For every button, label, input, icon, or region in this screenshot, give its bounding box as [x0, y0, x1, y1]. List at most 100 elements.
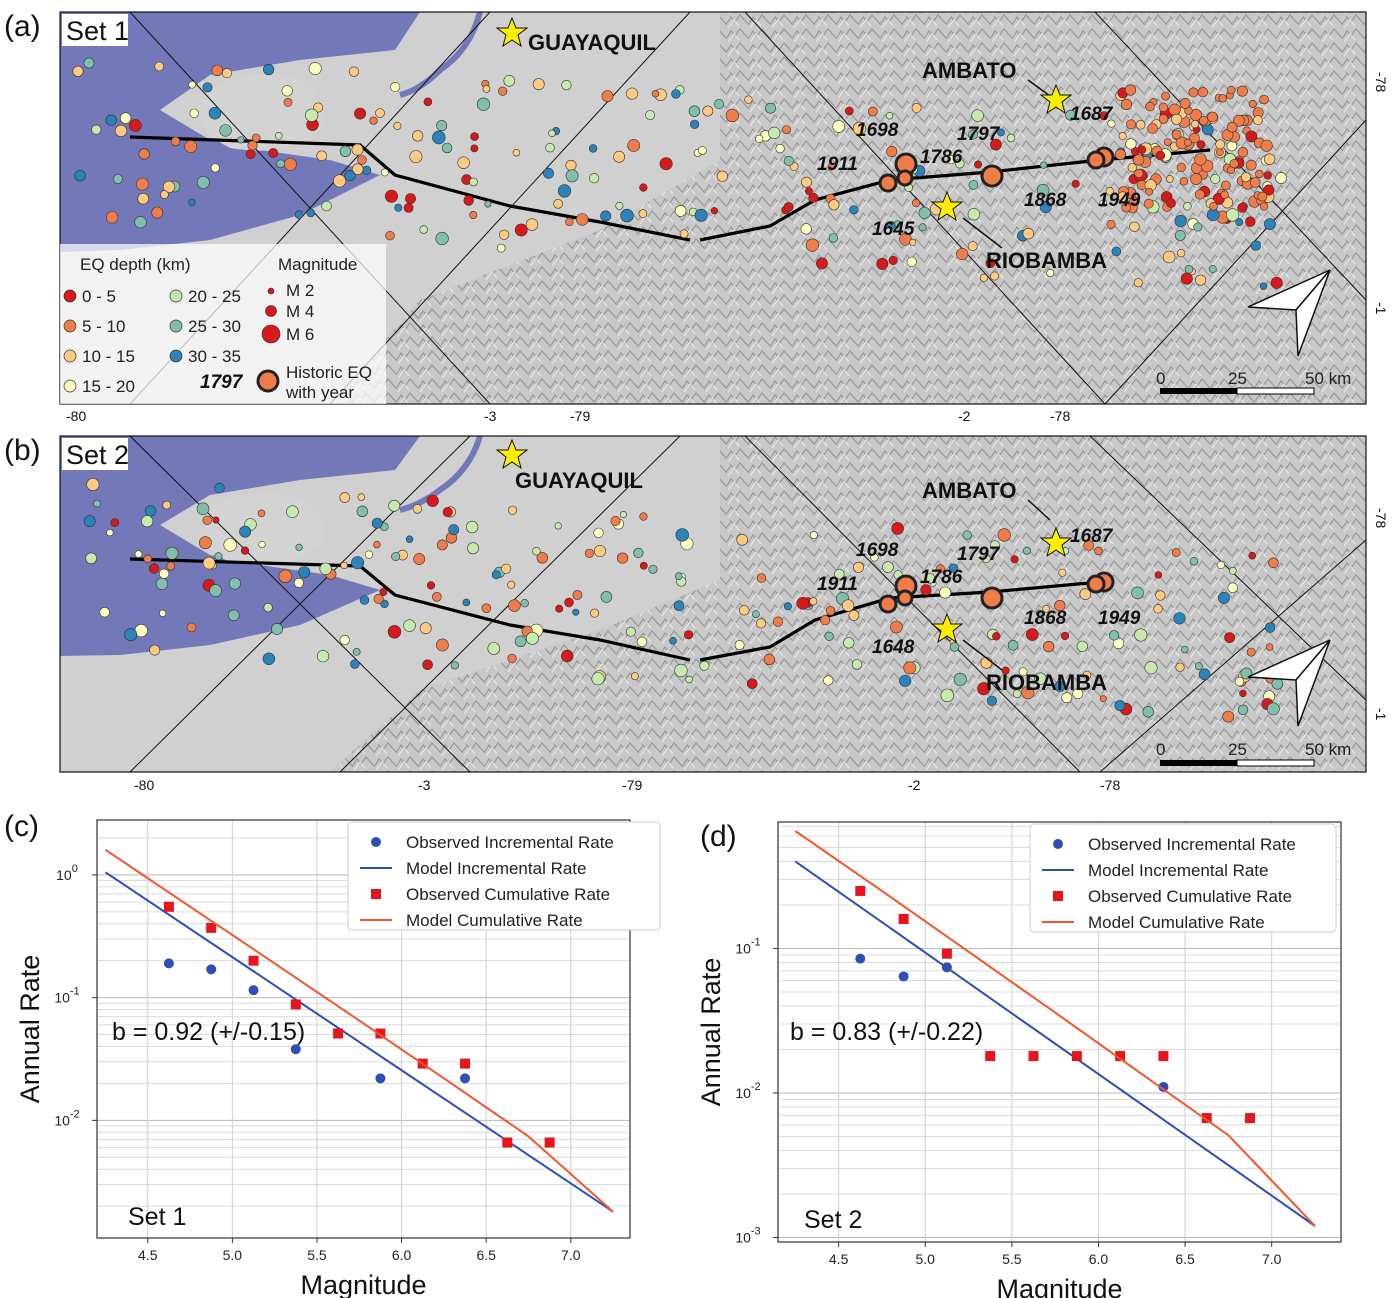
data-point-circle: [375, 1073, 386, 1084]
earthquake-marker: [828, 199, 840, 211]
svg-text:1949: 1949: [1098, 190, 1141, 211]
svg-text:-79: -79: [622, 777, 642, 793]
earthquake-marker: [1263, 153, 1276, 165]
earthquake-marker: [645, 110, 655, 120]
map-a-legend: EQ depth (km) Magnitude 0 - 5 5 - 10 10 - …: [60, 244, 386, 404]
legend-depth-label: 0 - 5: [82, 287, 116, 306]
earthquake-marker: [685, 675, 693, 684]
earthquake-marker: [1071, 179, 1080, 188]
x-tick-label: 6.5: [476, 1247, 496, 1263]
earthquake-marker: [362, 165, 372, 175]
earthquake-marker: [1108, 630, 1120, 641]
chart-legend: [347, 821, 661, 931]
earthquake-marker: [1043, 640, 1055, 653]
earthquake-marker: [1226, 121, 1238, 133]
earthquake-marker: [1184, 264, 1194, 274]
earthquake-marker: [1224, 632, 1235, 643]
earthquake-marker: [990, 540, 1000, 550]
earthquake-marker: [532, 546, 541, 556]
earthquake-marker: [128, 119, 142, 132]
svg-text:M 2: M 2: [286, 281, 314, 300]
earthquake-marker: [1275, 172, 1287, 184]
earthquake-marker: [852, 121, 867, 136]
earthquake-marker: [403, 619, 416, 632]
earthquake-marker: [214, 482, 225, 494]
earthquake-marker: [1235, 218, 1244, 227]
x-tick-label: 6.0: [1089, 1251, 1109, 1267]
earthquake-marker: [375, 108, 385, 118]
earthquake-marker: [1155, 590, 1166, 601]
earthquake-marker: [219, 124, 232, 137]
earthquake-marker: [935, 564, 945, 574]
earthquake-marker: [143, 554, 152, 563]
earthquake-marker: [431, 591, 442, 602]
earthquake-marker: [1155, 150, 1166, 161]
earthquake-marker: [1082, 670, 1092, 680]
earthquake-marker: [162, 500, 171, 510]
earthquake-marker: [1208, 265, 1217, 273]
svg-text:M 6: M 6: [286, 325, 314, 344]
x-tick-label: 6.0: [392, 1247, 412, 1263]
earthquake-marker: [1189, 132, 1200, 144]
earthquake-marker: [1195, 274, 1207, 286]
earthquake-marker: [202, 515, 212, 525]
earthquake-marker: [1054, 681, 1066, 692]
earthquake-marker: [1065, 109, 1077, 121]
earthquake-marker: [450, 661, 459, 670]
earthquake-marker: [1216, 560, 1225, 570]
earthquake-marker: [1034, 672, 1047, 685]
earthquake-marker: [196, 502, 210, 516]
earthquake-marker: [990, 271, 1000, 281]
earthquake-marker: [783, 156, 794, 167]
earthquake-marker: [639, 512, 648, 521]
svg-text:1786: 1786: [920, 147, 963, 168]
earthquake-marker: [202, 556, 216, 570]
earthquake-marker: [138, 148, 150, 160]
earthquake-marker: [487, 642, 501, 655]
svg-text:AMBATO: AMBATO: [922, 478, 1017, 503]
earthquake-marker: [876, 257, 889, 270]
earthquake-marker: [636, 636, 648, 648]
earthquake-marker: [507, 653, 517, 664]
earthquake-marker: [673, 600, 685, 612]
earthquake-marker: [268, 148, 279, 158]
svg-text:0: 0: [1156, 740, 1165, 759]
earthquake-marker: [885, 111, 894, 120]
earthquake-marker: [251, 133, 261, 143]
earthquake-marker: [520, 598, 529, 608]
earthquake-marker: [1168, 103, 1181, 116]
earthquake-marker: [1006, 133, 1016, 143]
earthquake-marker: [946, 154, 957, 165]
earthquake-marker: [796, 596, 810, 610]
earthquake-marker: [828, 233, 839, 243]
legend-entry-label: Observed Incremental Rate: [1088, 835, 1296, 854]
earthquake-marker: [470, 144, 479, 153]
earthquake-marker: [507, 580, 516, 589]
earthquake-marker: [1134, 628, 1148, 642]
earthquake-marker: [755, 618, 766, 629]
earthquake-marker: [1218, 94, 1227, 103]
svg-text:-78: -78: [1373, 508, 1389, 528]
svg-text:1687: 1687: [1070, 526, 1114, 547]
earthquake-marker: [313, 102, 324, 113]
x-tick-label: 4.5: [138, 1247, 158, 1263]
data-point-square: [502, 1137, 513, 1148]
earthquake-marker: [1137, 145, 1147, 154]
earthquake-marker: [305, 108, 319, 122]
svg-text:-79: -79: [570, 408, 590, 424]
earthquake-marker: [1183, 202, 1192, 211]
earthquake-marker: [525, 218, 539, 231]
earthquake-marker: [1121, 202, 1131, 213]
map-a-earthquakes: [72, 57, 1287, 290]
data-point-square: [375, 1028, 386, 1039]
earthquake-marker: [572, 608, 580, 616]
earthquake-marker: [689, 119, 700, 129]
earthquake-marker: [702, 105, 714, 117]
earthquake-marker: [800, 223, 812, 235]
earthquake-marker: [1195, 662, 1203, 671]
map-a-sea: [60, 12, 420, 252]
earthquake-marker: [825, 605, 836, 616]
chart-legend: [1029, 823, 1337, 933]
svg-text:with year: with year: [285, 383, 354, 402]
earthquake-marker: [135, 177, 149, 191]
